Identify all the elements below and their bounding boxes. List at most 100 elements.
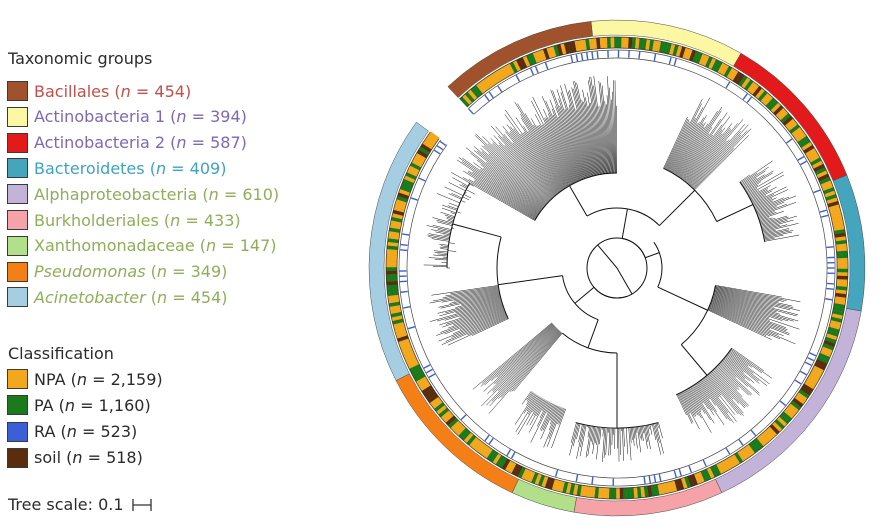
classification-tick <box>576 484 582 497</box>
taxon-name: Actinobacteria 1 <box>34 107 166 127</box>
leaf-branch <box>726 355 759 382</box>
leaf-branch <box>603 427 607 459</box>
leaf-branch <box>645 425 651 450</box>
taxon-count: 147 <box>239 236 271 256</box>
classification-tick <box>401 182 413 190</box>
classification-heading: Classification <box>8 344 114 363</box>
classification-tick <box>424 137 436 147</box>
leaf-branch <box>607 76 613 174</box>
classification-tick <box>539 49 547 61</box>
leaf-branch <box>758 212 777 219</box>
leaf-branch <box>714 289 794 308</box>
leaf-branch <box>445 305 504 325</box>
classification-tick <box>402 178 415 187</box>
classification-tick <box>514 465 523 477</box>
ra-marker <box>400 249 408 252</box>
classification-tick <box>633 487 638 499</box>
leaf-branch <box>622 427 624 461</box>
classification-tick <box>464 91 475 103</box>
ra-marker <box>433 149 441 155</box>
classification-tick <box>738 75 748 87</box>
classification-tick <box>480 445 490 457</box>
leaf-branch <box>448 308 505 329</box>
taxon-count: 394 <box>210 107 241 127</box>
leaf-branch <box>444 310 506 335</box>
leaf-branch <box>664 119 690 170</box>
leaf-branch <box>683 390 697 415</box>
leaf-branch <box>466 189 476 195</box>
ra-marker <box>436 145 444 151</box>
leaf-branch <box>604 101 611 174</box>
classification-tick <box>395 331 408 339</box>
leaf-branch <box>715 366 740 391</box>
leaf-branch <box>578 424 583 443</box>
leaf-branch <box>590 103 603 175</box>
classification-tick <box>725 457 734 470</box>
leaf-branch <box>613 80 616 174</box>
taxon-label: Alphaproteobacteria (n = 610) <box>34 184 280 204</box>
leaf-branch <box>440 245 449 247</box>
classification-tick <box>692 50 700 63</box>
leaf-branch <box>706 375 739 415</box>
leaf-branch <box>505 131 558 195</box>
leaf-branch <box>630 427 633 440</box>
leaf-branch <box>719 362 736 378</box>
classification-tick <box>836 254 848 259</box>
classification-tick <box>463 432 474 444</box>
leaf-branch <box>690 387 711 421</box>
classification-tick <box>804 380 816 390</box>
classification-tick <box>558 480 565 493</box>
leaf-branch <box>511 332 563 392</box>
classification-tick <box>824 336 837 344</box>
classification-ring-outer-edge <box>385 36 849 500</box>
leaf-branch <box>655 423 664 454</box>
leaf-branch <box>444 302 503 321</box>
leaf-branch <box>452 177 469 187</box>
classification-tick <box>393 325 406 332</box>
classification-tick <box>597 487 603 499</box>
leaf-branch <box>701 379 734 423</box>
leaf-branch <box>647 425 650 437</box>
leaf-branch <box>712 296 794 322</box>
class-legend-row: PA (n = 1,160) <box>7 394 151 416</box>
classification-tick <box>496 68 506 81</box>
leaf-branch <box>758 210 784 220</box>
leaf-branch <box>687 119 744 185</box>
classification-tick <box>411 159 424 168</box>
leaf-branch <box>743 174 765 189</box>
leaf-branch <box>676 394 687 416</box>
classification-tick <box>755 88 766 100</box>
ra-marker <box>702 459 707 467</box>
leaf-branch <box>623 427 625 447</box>
leaf-branch <box>520 133 562 191</box>
classification-tick <box>387 291 399 297</box>
leaf-branch <box>532 397 542 413</box>
classification-tick <box>474 441 485 453</box>
leaf-branch <box>583 101 599 175</box>
leaf-branch <box>687 388 702 413</box>
classification-tick <box>396 195 409 203</box>
classification-tick <box>687 475 695 487</box>
classification-tick <box>560 43 567 55</box>
classification-tick <box>549 45 557 58</box>
leaf-branch <box>667 103 702 171</box>
taxon-legend-row: Xanthomonadaceae (n = 147) <box>7 235 277 257</box>
classification-tick <box>787 121 798 132</box>
taxonomic-groups-heading: Taxonomic groups <box>8 49 153 68</box>
leaf-branch <box>648 424 650 429</box>
leaf-branch <box>644 425 649 442</box>
leaf-branch <box>683 127 726 182</box>
classification-tick <box>791 127 803 137</box>
leaf-branch <box>497 328 559 392</box>
classification-tick <box>803 144 815 154</box>
leaf-branch <box>750 189 768 200</box>
leaf-branch <box>685 127 731 183</box>
leaf-branch <box>447 205 458 210</box>
classification-tick <box>409 363 421 373</box>
leaf-branch <box>446 216 455 220</box>
leaf-branch <box>498 144 552 200</box>
classification-tick <box>504 460 514 472</box>
classification-tick <box>759 433 770 445</box>
leaf-branch <box>762 229 776 234</box>
leaf-branch <box>703 377 720 398</box>
